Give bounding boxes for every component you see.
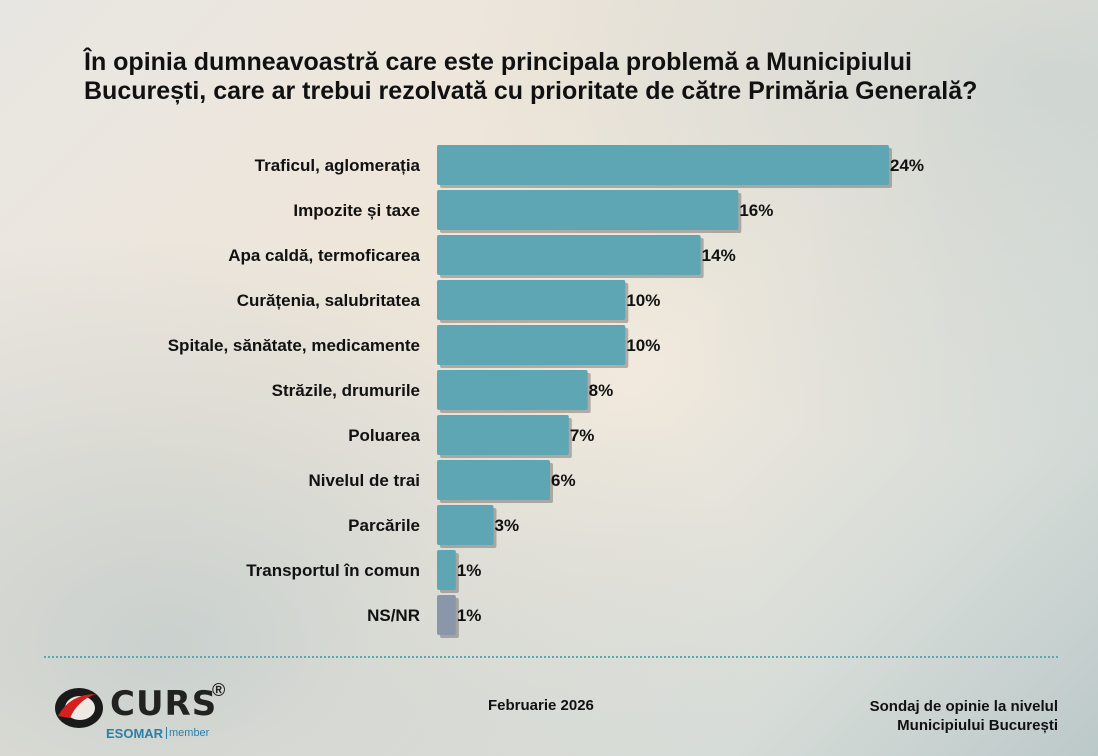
- footer-divider: [44, 656, 1058, 658]
- logo-wordmark: CURS: [110, 684, 218, 724]
- chart-title: În opinia dumneavoastră care este princi…: [84, 48, 978, 105]
- bar: [437, 280, 626, 320]
- category-label: Spitale, sănătate, medicamente: [168, 336, 420, 355]
- bar: [437, 460, 550, 500]
- bar: [437, 145, 889, 185]
- bar: [437, 370, 588, 410]
- category-label: Parcările: [348, 516, 420, 535]
- bar: [437, 325, 626, 365]
- category-label: Curățenia, salubritatea: [237, 291, 421, 310]
- value-label: 3%: [495, 516, 520, 535]
- survey-source-line2: Municipiului București: [897, 717, 1058, 734]
- bar: [437, 595, 456, 635]
- category-label: Traficul, aglomerația: [255, 156, 421, 175]
- bar: [437, 550, 456, 590]
- value-label: 8%: [589, 381, 614, 400]
- bar: [437, 235, 701, 275]
- bar: [437, 190, 739, 230]
- survey-date: Februarie 2026: [488, 697, 594, 714]
- value-label: 10%: [626, 291, 660, 310]
- value-label: 14%: [702, 246, 736, 265]
- value-label: 1%: [457, 606, 482, 625]
- curs-logo: CURS ® ESOMAR member: [52, 680, 252, 746]
- category-label: Transportul în comun: [246, 561, 420, 580]
- survey-source: Sondaj de opinie la nivelul Municipiului…: [870, 697, 1058, 735]
- category-label: Impozite și taxe: [293, 201, 420, 220]
- survey-source-line1: Sondaj de opinie la nivelul: [869, 698, 1058, 715]
- bar-chart: Traficul, aglomerația 24% Impozite și taxe…: [168, 145, 924, 638]
- value-label: 7%: [570, 426, 595, 445]
- bar: [437, 415, 569, 455]
- bar: [437, 505, 494, 545]
- value-label: 6%: [551, 471, 576, 490]
- registered-mark: ®: [212, 680, 226, 700]
- category-label: Străzile, drumurile: [272, 381, 420, 400]
- value-label: 24%: [890, 156, 924, 175]
- category-label: Apa caldă, termoficarea: [228, 246, 420, 265]
- curs-logo-icon: [55, 688, 103, 728]
- category-label: NS/NR: [367, 606, 420, 625]
- category-label: Nivelul de trai: [309, 471, 420, 490]
- category-label: Poluarea: [348, 426, 420, 445]
- value-label: 16%: [739, 201, 773, 220]
- value-label: 10%: [626, 336, 660, 355]
- member-label: member: [166, 727, 209, 739]
- value-label: 1%: [457, 561, 482, 580]
- esomar-label: ESOMAR: [106, 726, 164, 741]
